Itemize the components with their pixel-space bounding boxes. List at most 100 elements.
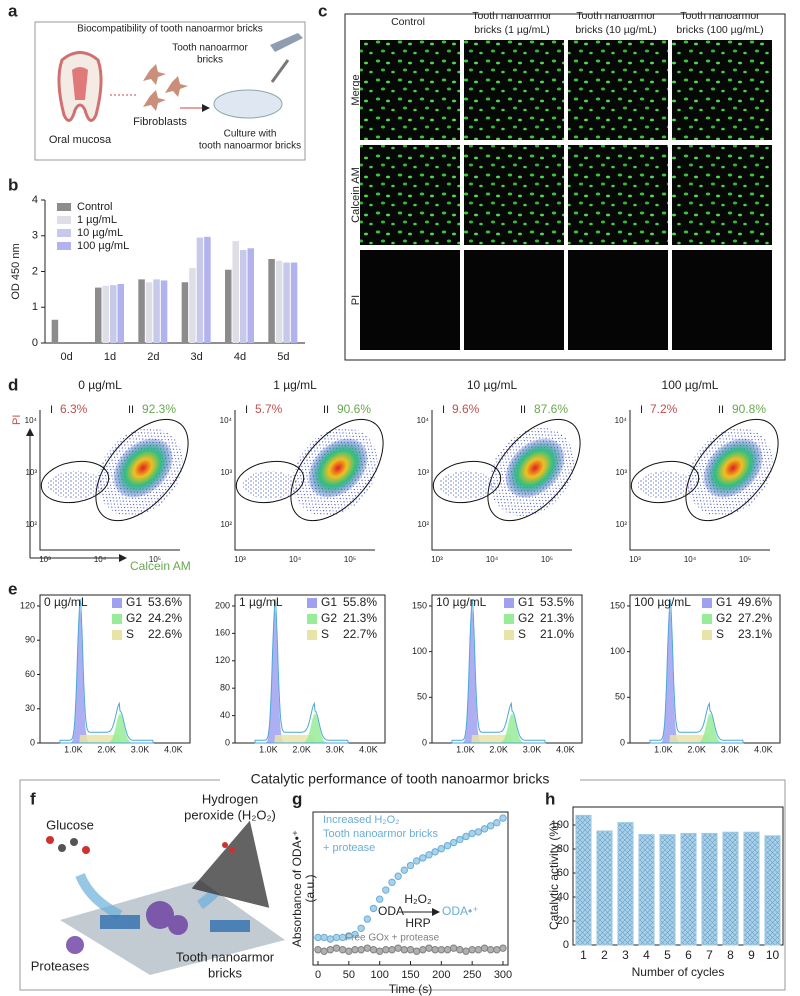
point [419,854,427,862]
point [493,819,501,827]
y-tick-label: 1 [32,301,38,313]
gate-value: 6.3% [60,402,88,416]
x-axis-label: Number of cycles [632,965,725,979]
column-title: Tooth nanoarmor [576,10,656,22]
gate-label: II [718,404,724,416]
point [326,946,335,954]
plot-frame [572,806,784,946]
x-tick-label: 10³ [234,555,246,564]
micrograph [672,40,772,140]
oral-mucosa-label: Oral mucosa [49,134,112,146]
x-tick-label: 2d [147,351,159,363]
point [314,933,322,942]
gate [432,460,502,504]
bar [240,250,247,343]
axis [234,410,375,551]
x-tick-label: 3 [622,948,629,962]
section-title: Catalytic performance of tooth nanoarmor… [251,771,550,787]
x-tick-label: 2 [601,948,608,962]
y-tick-label: 10⁴ [220,416,233,425]
point [363,915,372,923]
x-tick-label: 3.0K [721,744,740,754]
point [338,946,347,954]
annotation: ODA [378,904,404,918]
legend-value: 23.1% [738,627,772,641]
column-title: Control [391,16,425,28]
annotation: ODA•⁺ [442,904,479,918]
x-tick-label: 300 [494,969,512,981]
bar [232,241,239,343]
culture-label: tooth nanoarmor bricks [199,141,301,152]
point [412,857,421,865]
y-tick-label: 80 [220,683,230,693]
bar [743,831,760,946]
bar [138,279,145,343]
point [351,930,359,939]
legend-swatch [307,630,317,640]
legend-swatch [112,630,122,640]
culture-dish [213,89,283,119]
legend-swatch [112,598,122,608]
gate [235,460,305,504]
y-tick-label: 60 [557,867,569,879]
flow-arrow [75,872,123,920]
legend-label: G2 [321,611,337,625]
y-tick-label: 150 [610,600,625,610]
gate [40,460,110,504]
x-tick-label: 9 [748,948,755,962]
point [320,933,328,942]
point [400,946,409,954]
legend-value: 21.3% [343,611,377,625]
point [456,946,464,954]
proteases-label: Proteases [31,958,90,973]
fibroblasts-icon [143,64,188,111]
y-tick-label: 40 [557,891,569,903]
plot-title: 1 µg/mL [273,378,317,392]
plot-title: 100 µg/mL [634,595,691,609]
axis [629,410,770,551]
point [437,845,446,853]
legend-swatch [112,614,122,624]
h2o2-label: peroxide (H₂O₂) [184,807,276,822]
y-axis-label: Absorbance of ODA•⁺ [290,830,304,947]
bricks-label: Tooth nanoarmor [176,949,275,964]
y-tick-label: 0 [225,737,230,747]
bar [51,319,59,343]
fit-line [254,599,349,744]
density [308,438,368,498]
point [345,947,353,955]
point [456,835,464,844]
x-tick-label: 2.0K [97,744,116,754]
point [314,946,322,954]
y-tick-label: 0 [30,737,35,747]
micrograph [464,250,564,350]
plot-title: 0 µg/mL [78,378,122,392]
x-tick-label: 3d [191,351,203,363]
micrograph [360,40,460,140]
y-tick-label: 80 [557,843,569,855]
y-tick-label: 0 [422,737,427,747]
axis [39,410,180,551]
point [443,946,452,954]
column-title: Tooth nanoarmor [680,10,760,22]
x-tick-label: 10⁵ [541,555,553,564]
bar [181,282,189,343]
legend-label: G2 [716,611,732,625]
panel-label: c [318,1,327,20]
fit-line [649,599,744,744]
legend-value: 21.0% [540,627,574,641]
bar [153,279,160,343]
gate-label: I [50,404,53,416]
y-tick-label: 100 [412,646,427,656]
legend-label: G1 [126,595,142,609]
bar [117,284,124,343]
g1-area [650,609,744,743]
y-axis-label: Catalytic activity (%) [547,822,561,930]
point [462,947,470,955]
point [369,904,378,913]
legend-swatch [702,630,712,640]
legend-label: 100 µg/mL [77,240,129,252]
x-tick-label: 1.0K [654,744,673,754]
plot-title: 100 µg/mL [662,378,719,392]
